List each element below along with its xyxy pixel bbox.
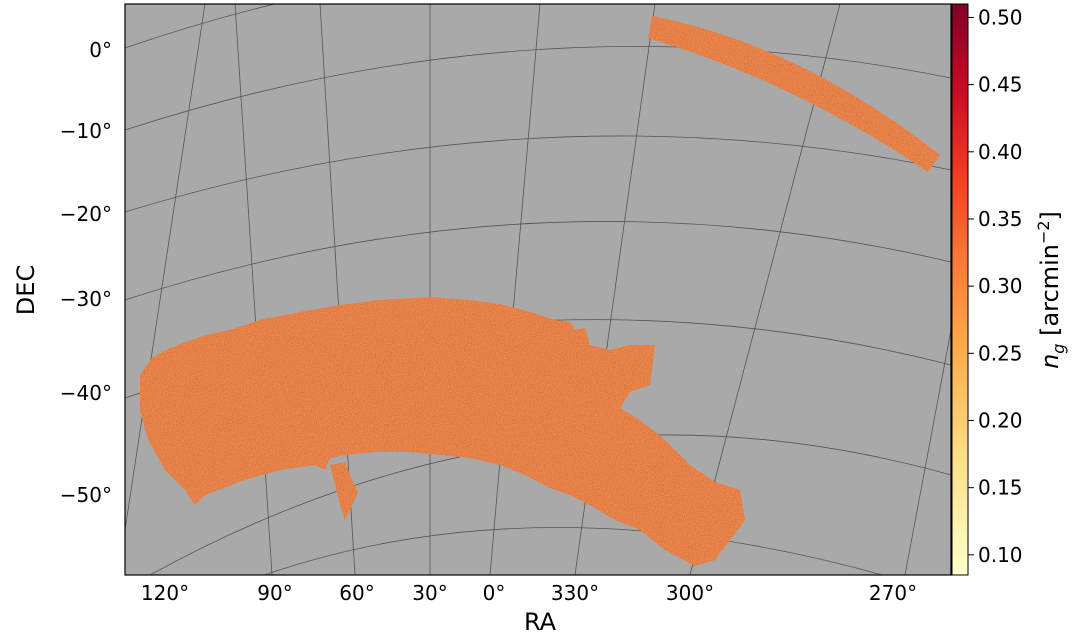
ra-tick-90: 90° (257, 581, 292, 605)
ra-tick-330: 330° (551, 581, 599, 605)
ra-tick-120: 120° (141, 581, 189, 605)
y-axis-label: DEC (12, 265, 40, 315)
colorbar-label-symbol: n (1036, 354, 1064, 369)
dec-gridline-0 (125, 4, 277, 49)
dec-tick-m30: −30° (60, 287, 112, 311)
ra-tick-labels: 120° 90° 60° 30° 0° 330° 300° 270° (141, 581, 917, 605)
ra-tick-300: 300° (666, 581, 714, 605)
colorbar (951, 3, 969, 576)
colorbar-tick-label: 0.10 (978, 543, 1023, 567)
footprint-spur (330, 462, 358, 520)
ra-gridline-90 (234, 4, 273, 575)
colorbar-tick-label: 0.35 (978, 207, 1023, 231)
ra-gridline-120 (125, 4, 206, 531)
colorbar-tick-label: 0.30 (978, 274, 1023, 298)
dec-tick-m50: −50° (60, 483, 112, 507)
colorbar-label: ng [arcmin−2] (1034, 211, 1068, 369)
footprint (140, 16, 940, 566)
colorbar-label-subscript: g (1049, 344, 1068, 354)
dec-gridline-m10 (125, 46, 951, 131)
x-axis-label: RA (524, 608, 557, 636)
dec-gridline-m30 (125, 221, 951, 301)
ra-tick-270: 270° (869, 581, 917, 605)
dec-tick-labels: 0° −10° −20° −30° −40° −50° (60, 38, 112, 507)
dec-tick-0: 0° (89, 38, 112, 62)
plot-frame (124, 3, 952, 576)
dec-gridline-m20 (125, 135, 951, 213)
colorbar-ticks: 0.10 0.15 0.20 0.25 0.30 0.35 0.40 0.45 0.50 (968, 5, 1023, 567)
main-footprint-region (140, 297, 745, 566)
ra-tick-0: 0° (483, 581, 506, 605)
colorbar-tick-label: 0.40 (978, 140, 1023, 164)
colorbar-tick-label: 0.25 (978, 341, 1023, 365)
dec-gridline-m60 (263, 527, 884, 575)
stripe-82-region (648, 16, 940, 172)
colorbar-tick-label: 0.45 (978, 73, 1023, 97)
colorbar-tick-label: 0.15 (978, 476, 1023, 500)
dec-tick-m10: −10° (60, 119, 112, 143)
colorbar-tick-label: 0.20 (978, 408, 1023, 432)
ra-tick-60: 60° (339, 581, 374, 605)
ra-tick-30: 30° (412, 581, 447, 605)
ra-gridline-0 (489, 4, 541, 575)
colorbar-tick-label: 0.50 (978, 5, 1023, 29)
dec-tick-m40: −40° (60, 381, 112, 405)
colorbar-label-exponent: −2 (1034, 220, 1053, 244)
dec-tick-m20: −20° (60, 202, 112, 226)
colorbar-label-units: [arcmin (1036, 244, 1064, 344)
graticule (125, 4, 951, 575)
ra-gridline-270 (904, 329, 951, 575)
colorbar-label-close: ] (1036, 211, 1064, 220)
